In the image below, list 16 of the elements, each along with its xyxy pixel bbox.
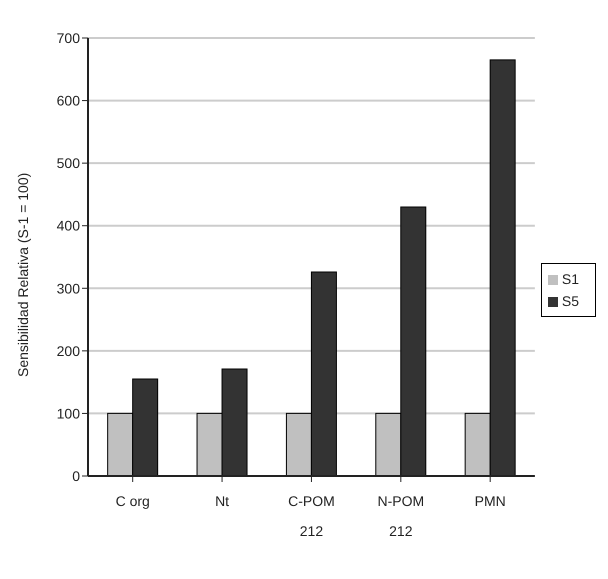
x-tick-label: C org — [116, 493, 150, 509]
y-tick-label: 700 — [56, 30, 80, 46]
x-tick-label: Nt — [215, 493, 230, 509]
x-tick-label: N-POM 212 — [377, 493, 424, 539]
x-tick-label: PMN — [474, 493, 506, 509]
legend-label: S1 — [562, 270, 579, 286]
y-tick-label: 200 — [56, 342, 80, 359]
y-tick-label: 100 — [56, 405, 80, 422]
y-tick-label: 0 — [72, 468, 80, 484]
y-tick-label: 400 — [56, 218, 80, 234]
y-tick-label: 300 — [56, 280, 80, 296]
legend-label: S5 — [562, 292, 579, 308]
y-tick-label: 500 — [56, 155, 80, 172]
y-tick-label: 600 — [56, 92, 80, 109]
x-tick-label: C-POM 212 — [288, 493, 335, 539]
y-axis-title: Sensibilidad Relativa (S-1 = 100) — [14, 172, 31, 377]
